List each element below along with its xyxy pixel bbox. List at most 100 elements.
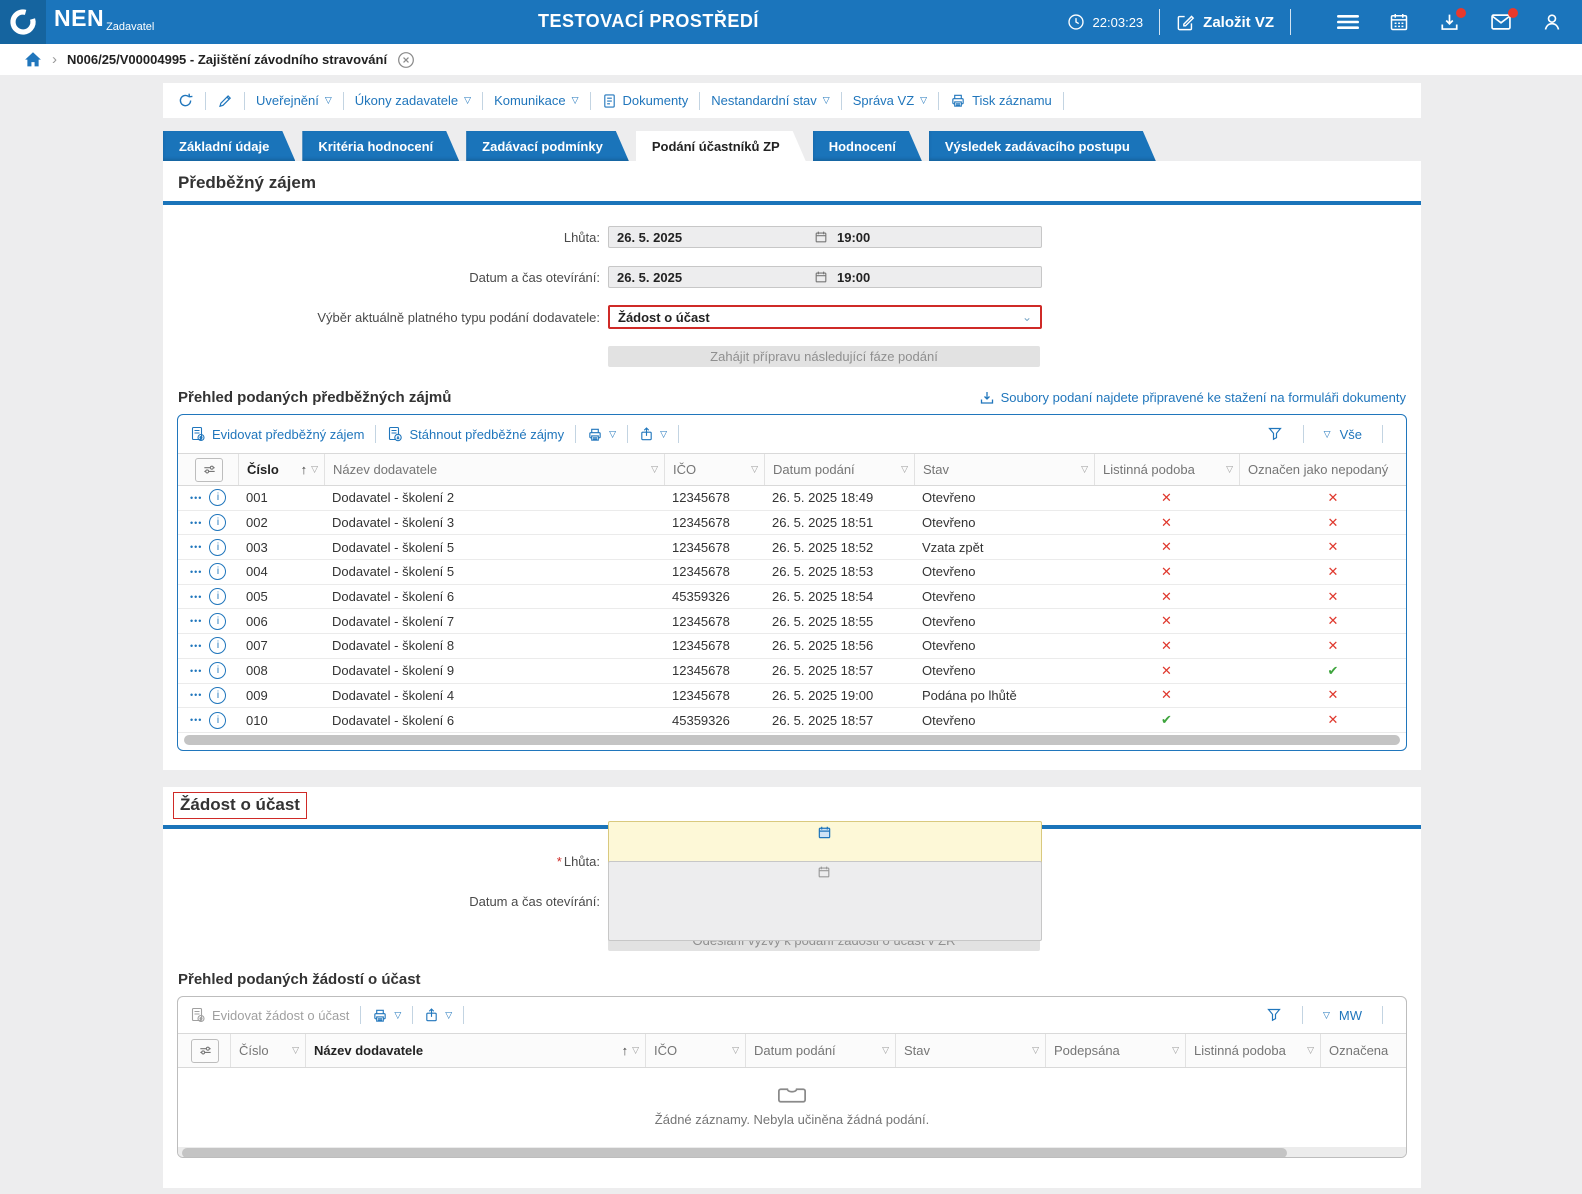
top-header: NEN Zadavatel TESTOVACÍ PROSTŘEDÍ 22:03:… (0, 0, 1582, 44)
calendar-icon[interactable] (817, 825, 832, 840)
calendar-icon[interactable] (814, 230, 828, 244)
info-icon[interactable]: i (209, 662, 227, 680)
breadcrumb-item[interactable]: N006/25/V00004995 - Zajištění závodního … (67, 52, 388, 67)
toolbar-menu-dokumenty[interactable]: Dokumenty (602, 93, 688, 109)
prelim-interest-section: Předběžný zájem Lhůta: 26. 5. 2025 19:00… (163, 161, 1421, 770)
tab-zakladni-udaje[interactable]: Základní údaje (163, 131, 295, 161)
column-header-datum-podani[interactable]: Datum podání ▽ (764, 454, 914, 485)
filter-scope-label[interactable]: Vše (1339, 426, 1362, 442)
column-header-cislo[interactable]: Číslo ↑ ▽ (238, 454, 324, 485)
toolbar-menu-uverejneni[interactable]: Uveřejnění ▽ (256, 93, 332, 108)
row-menu-icon[interactable]: ••• (190, 591, 203, 602)
print-button[interactable]: ▽ (587, 427, 616, 442)
submission-type-select[interactable]: Žádost o účast ⌄ (608, 305, 1042, 329)
tab-hodnoceni[interactable]: Hodnocení (813, 131, 922, 161)
register-prelim-button[interactable]: Evidovat předběžný zájem (190, 426, 364, 442)
nen-logo[interactable]: NEN Zadavatel (0, 0, 154, 44)
table-row[interactable]: ••• i 001 Dodavatel - školení 2 12345678 26. … (178, 486, 1406, 511)
home-icon[interactable] (24, 51, 42, 68)
dropdown-triangle-icon: ▽ (1032, 1045, 1039, 1055)
info-icon[interactable]: i (209, 612, 227, 630)
info-icon[interactable]: i (209, 711, 227, 729)
column-header-cislo[interactable]: Číslo ▽ (230, 1034, 305, 1067)
info-icon[interactable]: i (209, 563, 227, 581)
column-header-ico[interactable]: IČO ▽ (645, 1034, 745, 1067)
info-icon[interactable]: i (209, 489, 227, 507)
horizontal-scrollbar[interactable] (178, 1147, 1406, 1157)
user-profile-icon[interactable] (1542, 12, 1562, 32)
tab-zadavaci-podminky[interactable]: Zadávací podmínky (466, 131, 629, 161)
table-row[interactable]: ••• i 002 Dodavatel - školení 3 12345678 26. … (178, 511, 1406, 536)
column-header-listinna-podoba[interactable]: Listinná podoba ▽ (1094, 454, 1239, 485)
toolbar-menu-nestandardni-stav[interactable]: Nestandardní stav ▽ (711, 93, 830, 108)
messages-icon[interactable] (1490, 8, 1518, 32)
info-icon[interactable]: i (209, 588, 227, 606)
filter-button[interactable] (1266, 1007, 1282, 1023)
export-button[interactable]: ▽ (424, 1007, 452, 1023)
column-header-oznacena[interactable]: Označena▽ (1320, 1034, 1406, 1067)
table-row[interactable]: ••• i 006 Dodavatel - školení 7 12345678 26. … (178, 609, 1406, 635)
row-menu-icon[interactable]: ••• (190, 492, 203, 503)
row-menu-icon[interactable]: ••• (190, 690, 203, 701)
filter-scope-label[interactable]: MW (1338, 1007, 1362, 1023)
close-tab-icon[interactable] (397, 51, 415, 69)
column-header-oznacen-jako-nepodany[interactable]: Označen jako nepodaný▽ (1239, 454, 1406, 485)
row-menu-icon[interactable]: ••• (190, 542, 203, 553)
column-header-nazev-dodavatele[interactable]: Název dodavatele ↑ ▽ (305, 1034, 645, 1067)
toolbar-menu-tisk-zaznamu[interactable]: Tisk záznamu (950, 93, 1052, 108)
submission-files-link[interactable]: Soubory podaní najdete připravené ke sta… (979, 390, 1406, 406)
column-chooser-button[interactable] (195, 457, 223, 482)
toolbar-menu-komunikace[interactable]: Komunikace ▽ (494, 93, 579, 108)
column-header-stav[interactable]: Stav ▽ (895, 1034, 1045, 1067)
column-header-nazev-dodavatele[interactable]: Název dodavatele ▽ (324, 454, 664, 485)
row-menu-icon[interactable]: ••• (190, 517, 203, 528)
download-prelim-button[interactable]: Stáhnout předběžné zájmy (387, 426, 564, 442)
create-vz-button[interactable]: Založit VZ (1176, 13, 1274, 32)
column-header-ico[interactable]: IČO ▽ (664, 454, 764, 485)
edit-button[interactable] (217, 93, 233, 109)
refresh-button[interactable] (177, 92, 194, 109)
main-menu-icon[interactable] (1337, 13, 1359, 31)
column-chooser-button[interactable] (191, 1038, 219, 1063)
opening-datetime-field[interactable]: 26. 5. 2025 19:00 (608, 266, 1042, 288)
calendar-icon[interactable] (1389, 12, 1409, 32)
row-menu-icon[interactable]: ••• (190, 616, 203, 627)
tab-vysledek-zadavaciho-postupu[interactable]: Výsledek zadávacího postupu (929, 131, 1156, 161)
calendar-icon[interactable] (814, 270, 828, 284)
table-row[interactable]: ••• i 007 Dodavatel - školení 8 12345678 26. … (178, 634, 1406, 659)
info-icon[interactable]: i (209, 686, 227, 704)
downloads-tray-icon[interactable] (1439, 7, 1466, 33)
start-next-phase-button[interactable]: Zahájit přípravu následující fáze podání (608, 346, 1040, 367)
tab-kriteria-hodnoceni[interactable]: Kritéria hodnocení (302, 131, 459, 161)
date-value: 26. 5. 2025 (617, 269, 683, 285)
row-menu-icon[interactable]: ••• (190, 640, 203, 651)
dropdown-triangle-icon: ▽ (571, 95, 579, 105)
register-request-button[interactable]: Evidovat žádost o účast (190, 1007, 349, 1023)
printer-icon (589, 428, 601, 441)
table-row[interactable]: ••• i 004 Dodavatel - školení 5 12345678 26. … (178, 560, 1406, 585)
horizontal-scrollbar[interactable] (184, 734, 1400, 745)
cross-mark-icon: ✕ (1161, 563, 1172, 579)
print-button[interactable]: ▽ (372, 1008, 401, 1023)
toolbar-menu-ukony-zadavatele[interactable]: Úkony zadavatele ▽ (354, 93, 472, 108)
toolbar-menu-sprava-vz[interactable]: Správa VZ ▽ (852, 93, 928, 108)
table-row[interactable]: ••• i 009 Dodavatel - školení 4 12345678 26. … (178, 684, 1406, 709)
column-header-stav[interactable]: Stav ▽ (914, 454, 1094, 485)
table-row[interactable]: ••• i 008 Dodavatel - školení 9 12345678 26. … (178, 659, 1406, 684)
info-icon[interactable]: i (209, 538, 227, 556)
row-menu-icon[interactable]: ••• (190, 566, 203, 577)
row-menu-icon[interactable]: ••• (190, 715, 203, 726)
export-button[interactable]: ▽ (639, 426, 667, 442)
table-row[interactable]: ••• i 003 Dodavatel - školení 5 12345678 26. … (178, 535, 1406, 561)
info-icon[interactable]: i (209, 514, 227, 532)
column-header-datum-podani[interactable]: Datum podání ▽ (745, 1034, 895, 1067)
row-menu-icon[interactable]: ••• (190, 665, 203, 676)
column-header-listinna-podoba[interactable]: Listinná podoba ▽ (1185, 1034, 1320, 1067)
table-row[interactable]: ••• i 010 Dodavatel - školení 6 45359326 26. … (178, 708, 1406, 733)
tab-podani-ucastniku-zp[interactable]: Podání účastníků ZP (636, 131, 806, 161)
column-header-podepsana[interactable]: Podepsána ▽ (1045, 1034, 1185, 1067)
filter-button[interactable] (1267, 426, 1283, 442)
info-icon[interactable]: i (209, 637, 227, 655)
table-row[interactable]: ••• i 005 Dodavatel - školení 6 45359326 26. … (178, 585, 1406, 610)
deadline-datetime-field[interactable]: 26. 5. 2025 19:00 (608, 226, 1042, 248)
